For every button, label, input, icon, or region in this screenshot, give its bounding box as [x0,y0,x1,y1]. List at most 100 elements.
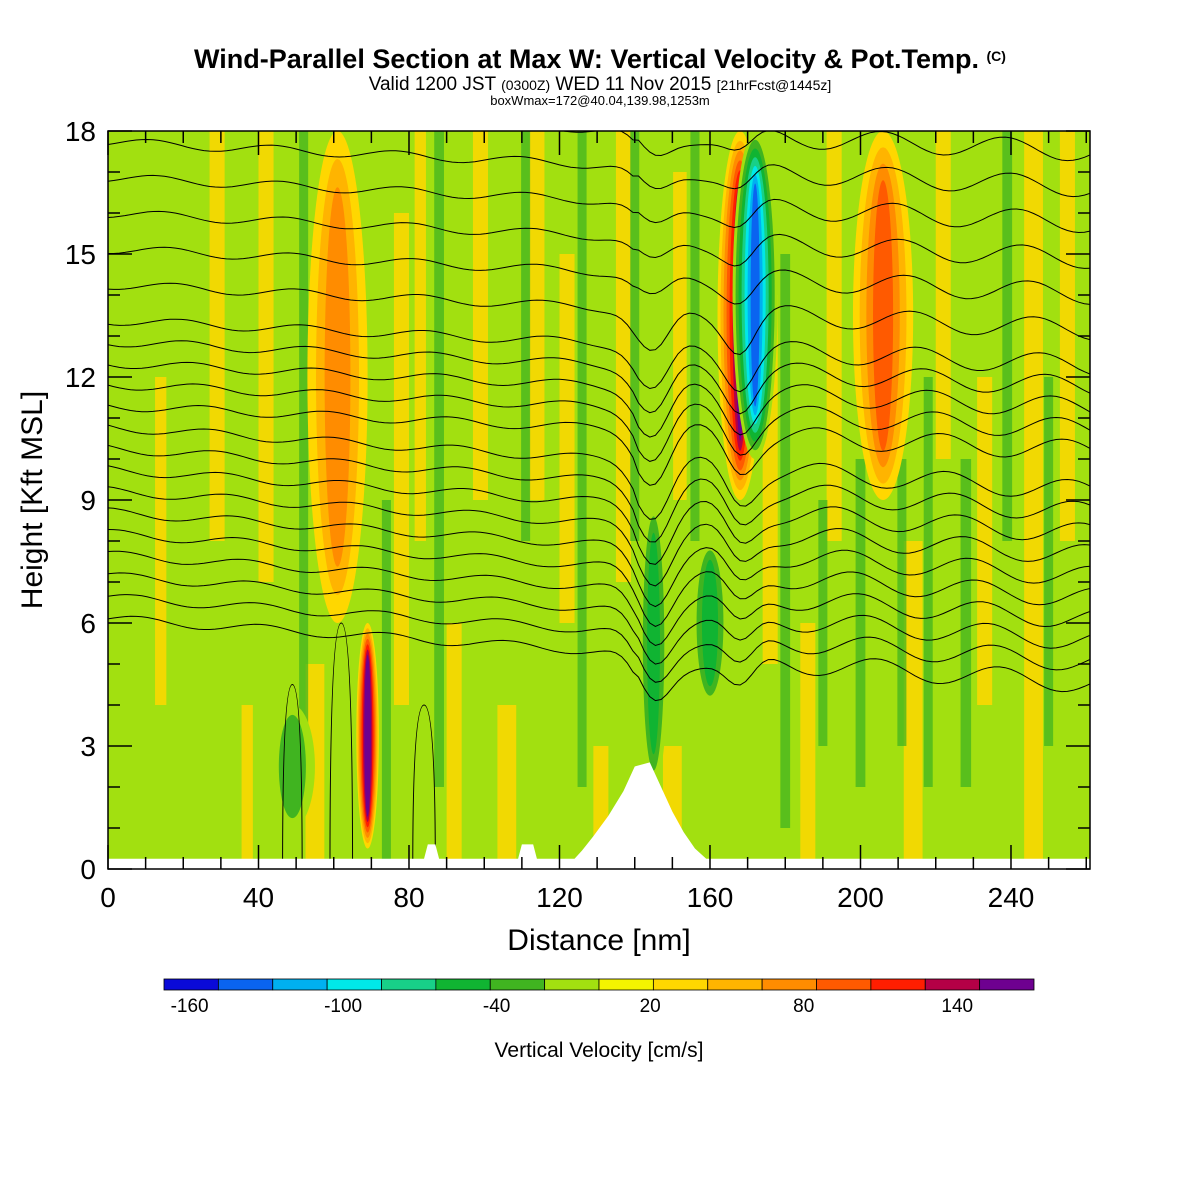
isentrope-line [108,383,1090,462]
chart-subtitle: Valid 1200 JST (0300Z) WED 11 Nov 2015 [… [368,74,832,95]
downdraft-streak [1002,131,1013,541]
valid-date: WED 11 Nov 2015 [555,74,712,95]
colorbar-swatch [598,978,654,991]
colorbar-swatch [544,978,600,991]
isentrope-line [108,138,1090,198]
y-tick-label: 15 [65,239,96,270]
downdraft-streak [960,459,972,787]
downdraft-streak [855,459,866,787]
colorbar-title: Vertical Velocity [cm/s] [495,1039,704,1062]
colorbar-swatch [652,978,709,991]
isentrope-line [108,210,1090,269]
wave-streak [209,131,225,541]
wave-streak [393,213,409,705]
updraft-core [324,187,351,567]
downdraft-core [701,559,719,687]
isentrope-line [108,246,1090,305]
chart-title: Wind-Parallel Section at Max W: Vertical… [194,44,1006,74]
colorbar-swatch [707,978,763,991]
wave-streak [673,172,687,500]
downdraft-streak [1044,377,1054,746]
downdraft-core [647,532,661,755]
isentrope-line [108,572,1090,665]
x-tick-label: 40 [243,882,274,913]
downdraft-core [278,714,306,819]
downdraft-streak [630,131,640,541]
wave-streak [497,705,517,869]
colorbar-swatch [381,978,437,991]
isentrope-line [108,0,1090,57]
colorbar-label: 80 [793,996,814,1017]
wave-streak [559,254,575,623]
colorbar-label: 140 [941,996,973,1017]
downdraft-streak [577,131,587,787]
velocity-contour [412,704,436,869]
downdraft-streak [818,500,828,746]
y-tick-label: 3 [80,731,96,762]
colorbar-swatch [163,978,219,991]
colorbar-swatch [761,978,817,991]
x-tick-label: 160 [687,882,734,913]
colorbar-label: 20 [640,996,661,1017]
wave-streak [472,131,489,500]
isentrope-line [108,507,1090,608]
isentrope-line [560,131,1090,162]
downdraft-streak [521,131,531,541]
isentrope-line [108,594,1090,683]
downdraft-streak [897,459,907,746]
wave-streak [1024,131,1043,869]
downdraft-streak [381,500,391,869]
downdraft-streak [780,254,791,828]
wave-streak [903,541,923,869]
velocity-contour [329,622,354,869]
colorbar-swatch [924,978,981,991]
y-axis-title: Height [Kft MSL] [16,391,49,609]
copyright-mark: (C) [986,48,1006,64]
colorbar-swatch [979,978,1035,991]
wave-streak [800,623,816,869]
y-tick-label: 9 [80,485,96,516]
wave-streak [155,377,167,705]
wave-streak [529,131,545,500]
axes: 0 40 80 120 160 200 240 0 3 6 9 12 15 18 Distance [nm]… [16,116,1091,957]
wave-streak [977,377,993,705]
isentrope-line [108,174,1090,234]
forecast-info: [21hrFcst@1445z] [716,77,832,93]
downdraft-streak [690,131,700,541]
x-tick-label: 0 [100,882,116,913]
isentrope-line [108,340,1090,415]
x-tick-label: 120 [536,882,583,913]
y-tick-label: 0 [80,854,96,885]
colorbar-swatch [272,978,328,991]
x-tick-label: 240 [988,882,1035,913]
colorbar-swatch [435,978,491,991]
isentrope-line [108,404,1090,486]
isentrope-line [108,361,1090,438]
updraft-core [365,660,370,812]
wave-streak [414,131,426,541]
velocity-contour [282,683,303,869]
colorbar-swatch [326,978,382,991]
updraft-core [873,180,894,451]
y-tick-label: 18 [65,116,96,147]
wave-streak [935,131,951,459]
box-info: boxWmax=172@40.04,139.98,1253m [490,93,710,108]
isentrope-line [108,32,1090,91]
isentrope-line [108,486,1090,587]
colorbar-label: -160 [171,996,209,1017]
y-tick-label: 12 [65,362,96,393]
colorbar-label: -100 [324,996,362,1017]
wave-streak [1059,131,1075,541]
terrain [108,762,1090,869]
downdraft-streak [923,377,933,787]
isentrope-line [108,282,1090,356]
isentrope-line [108,615,1090,702]
colorbar-swatch [870,978,926,991]
wave-streak [241,705,253,869]
valid-zulu: (0300Z) [501,77,551,93]
isentrope-line [108,550,1090,647]
x-axis-title: Distance [nm] [507,924,690,957]
wave-streak [826,131,842,541]
downdraft-core [750,183,760,407]
